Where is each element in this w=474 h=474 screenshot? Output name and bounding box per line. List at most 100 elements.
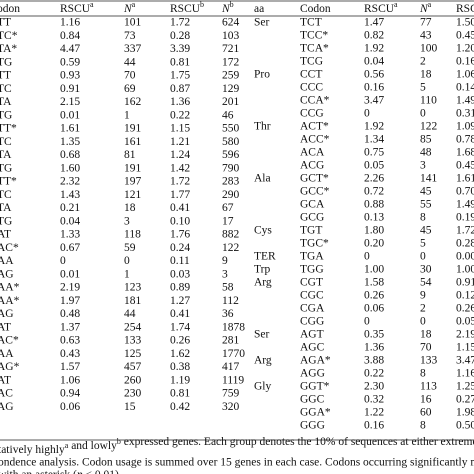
cell: Arg xyxy=(254,277,272,289)
cell: 1.60 xyxy=(60,162,80,174)
cell: 197 xyxy=(124,176,142,188)
cell: 0.84 xyxy=(60,30,80,42)
header-sup: a xyxy=(428,0,432,9)
cell: 46 xyxy=(222,109,234,121)
cell: GGT* xyxy=(300,381,330,393)
header-text: RSCU xyxy=(170,3,201,15)
cell: 0 xyxy=(364,251,370,263)
cell: 70 xyxy=(420,342,432,354)
cell: CCC xyxy=(300,82,323,94)
column-header: Codon xyxy=(300,3,331,15)
column-header: RSCUb xyxy=(456,0,474,15)
cell: Ser xyxy=(254,17,270,29)
cell: CCG xyxy=(300,108,324,120)
cell: TC* xyxy=(0,30,18,42)
cell: 1.97 xyxy=(60,295,80,307)
header-text: RSCU xyxy=(60,3,91,15)
cell: Arg xyxy=(254,355,272,367)
cell: 2 xyxy=(420,56,426,68)
cell: 0 xyxy=(60,255,66,267)
cell: AT xyxy=(0,374,11,386)
cell: 2 xyxy=(420,303,426,315)
cell: 0 xyxy=(420,316,426,328)
cell: 3.47 xyxy=(364,95,384,107)
cell: 123 xyxy=(124,282,142,294)
cell: TGT xyxy=(300,225,322,237)
footnote-part: expressed genes. Each group denotes the … xyxy=(121,436,474,448)
cell: 0.32 xyxy=(364,394,384,406)
cell: GCC* xyxy=(300,186,330,198)
cell: 1.72 xyxy=(170,17,190,29)
cell: 0.04 xyxy=(60,215,80,227)
cell: 1.24 xyxy=(170,149,190,161)
cell: CGG xyxy=(300,316,324,328)
cell: 2.19 xyxy=(456,329,474,341)
cell: 0 xyxy=(364,316,370,328)
cell: 30 xyxy=(420,264,432,276)
cell: 1.36 xyxy=(364,342,384,354)
cell: 759 xyxy=(222,388,240,400)
cell: 0.35 xyxy=(364,329,384,341)
cell: 44 xyxy=(124,308,136,320)
cell: 1.27 xyxy=(170,295,190,307)
cell: 1.72 xyxy=(170,176,190,188)
cell: 59 xyxy=(124,242,136,254)
cell: 0.22 xyxy=(364,368,384,380)
cell: 36 xyxy=(222,308,234,320)
cell: 254 xyxy=(124,321,142,333)
cell: 230 xyxy=(124,388,142,400)
cell: 0.56 xyxy=(364,69,384,81)
cell: 260 xyxy=(124,374,142,386)
cell: 283 xyxy=(222,176,240,188)
cell: CCT xyxy=(300,69,322,81)
cell: 201 xyxy=(222,96,240,108)
cell: 129 xyxy=(222,83,240,95)
cell: TGA xyxy=(300,251,324,263)
cell: 2.32 xyxy=(60,176,80,188)
cell: 16 xyxy=(420,394,432,406)
cell: 882 xyxy=(222,229,240,241)
cell: AG xyxy=(0,308,14,320)
cell: 172 xyxy=(222,56,240,68)
cell: AA xyxy=(0,348,14,360)
footnote-part: < 0.01). xyxy=(83,469,122,474)
cell: 0.88 xyxy=(364,199,384,211)
footnote: ondence analysis. Codon usage is summed … xyxy=(0,456,474,468)
cell: 125 xyxy=(124,348,142,360)
cell: 15 xyxy=(124,401,136,413)
cell: 1.33 xyxy=(60,229,80,241)
cell: 1 xyxy=(124,268,130,280)
cell: GCA xyxy=(300,199,325,211)
cell: 1.98 xyxy=(456,407,474,419)
cell: 73 xyxy=(124,30,136,42)
cell: GGG xyxy=(300,420,325,432)
cell: 0.89 xyxy=(170,282,190,294)
cell: 0.13 xyxy=(364,212,384,224)
cell: GGC xyxy=(300,394,325,406)
cell: Gly xyxy=(254,381,272,393)
cell: 1.42 xyxy=(170,162,190,174)
cell: 0.94 xyxy=(60,388,80,400)
cell: 0.31 xyxy=(456,108,474,120)
cell: AG* xyxy=(0,361,20,373)
cell: 0.01 xyxy=(60,109,80,121)
cell: 0.68 xyxy=(60,149,80,161)
column-header: RSCUa xyxy=(60,0,94,15)
cell: 0.91 xyxy=(60,83,80,95)
header-text: N xyxy=(221,3,231,15)
cell: 67 xyxy=(222,202,234,214)
cell: 0.91 xyxy=(456,277,474,289)
cell: 0.81 xyxy=(170,388,190,400)
cell: 580 xyxy=(222,136,240,148)
cell: Trp xyxy=(254,264,270,276)
cell: 0.16 xyxy=(364,82,384,94)
cell: 550 xyxy=(222,123,240,135)
cell: 0.63 xyxy=(60,335,80,347)
cell: 43 xyxy=(420,30,432,42)
cell: AGA* xyxy=(300,355,331,367)
cell: 0.28 xyxy=(456,238,474,250)
cell: TG xyxy=(0,109,12,121)
cell: 191 xyxy=(124,123,142,135)
cell: 0.10 xyxy=(170,215,190,227)
